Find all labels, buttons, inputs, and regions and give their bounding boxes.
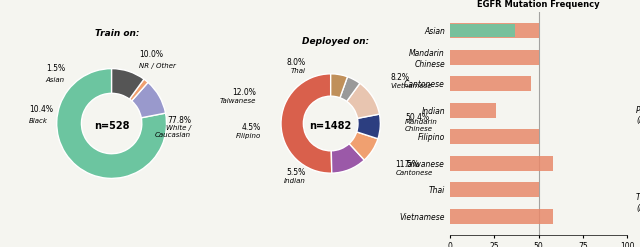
Text: Asian: Asian (45, 77, 65, 82)
Bar (450, 50, 538, 65)
Wedge shape (340, 77, 360, 101)
Wedge shape (111, 69, 144, 99)
Text: Train on:: Train on: (95, 29, 140, 38)
Wedge shape (132, 82, 166, 118)
Text: Cantonese: Cantonese (396, 170, 433, 176)
Text: 11.5%: 11.5% (396, 160, 419, 169)
Text: Vietnamese: Vietnamese (390, 83, 432, 89)
Text: Indian: Indian (284, 178, 306, 184)
Title: Disparities in Reported
EGFR Mutation Frequency: Disparities in Reported EGFR Mutation Fr… (477, 0, 600, 9)
Text: NR / Other: NR / Other (139, 63, 176, 69)
Text: Black: Black (29, 118, 48, 124)
Bar (450, 24, 515, 37)
Wedge shape (332, 144, 364, 173)
Text: Thai: Thai (291, 68, 306, 74)
Wedge shape (347, 83, 380, 118)
Text: 8.0%: 8.0% (287, 58, 306, 67)
Text: White /
Caucasian: White / Caucasian (155, 125, 191, 138)
Bar (450, 209, 553, 224)
Text: n=1482: n=1482 (310, 121, 352, 131)
Bar (450, 182, 538, 197)
Text: Deployed on:: Deployed on: (302, 37, 369, 46)
Wedge shape (57, 69, 166, 178)
Text: 10.0%: 10.0% (139, 50, 163, 59)
Wedge shape (129, 79, 148, 101)
Text: 5.5%: 5.5% (287, 168, 306, 177)
Text: Filipino: Filipino (236, 133, 261, 139)
Text: 8.2%: 8.2% (390, 73, 410, 82)
Bar (450, 23, 538, 38)
Wedge shape (331, 74, 348, 98)
Text: TCGA
(n=8): TCGA (n=8) (636, 193, 640, 213)
Text: 77.8%: 77.8% (167, 116, 191, 125)
Text: 50.4%: 50.4% (405, 113, 429, 122)
Text: 1.5%: 1.5% (45, 64, 65, 73)
Bar (450, 76, 531, 91)
Wedge shape (356, 114, 380, 139)
Wedge shape (281, 74, 332, 173)
Text: 4.5%: 4.5% (242, 123, 261, 132)
Text: n=528: n=528 (94, 121, 129, 131)
Text: PIONEER
(n=1482): PIONEER (n=1482) (636, 106, 640, 125)
Text: 12.0%: 12.0% (232, 88, 256, 97)
Text: Mandarin
Chinese: Mandarin Chinese (405, 120, 438, 132)
Bar (450, 156, 553, 171)
Text: 10.4%: 10.4% (29, 105, 53, 114)
Bar (450, 103, 496, 118)
Wedge shape (349, 132, 378, 160)
Bar (450, 129, 538, 144)
Text: Taiwanese: Taiwanese (220, 98, 256, 104)
